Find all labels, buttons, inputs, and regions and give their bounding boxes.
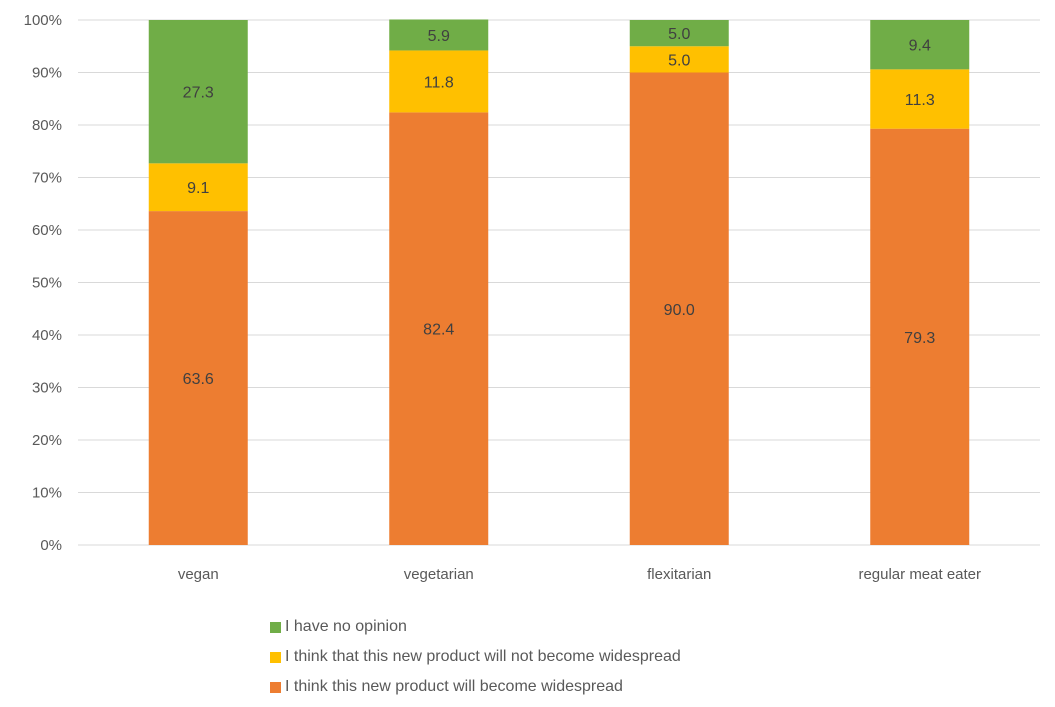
legend-swatch xyxy=(270,651,281,663)
y-tick-label: 0% xyxy=(40,537,62,554)
bar-segment xyxy=(870,128,970,546)
y-tick-label: 70% xyxy=(32,170,62,187)
bar-segment xyxy=(148,163,248,212)
data-label: 5.0 xyxy=(668,26,690,43)
x-axis-tick-labels: vegan vegetarian flexitarian regular meat e… xyxy=(178,566,981,583)
bar-segment xyxy=(389,112,489,546)
legend-item: I think this new product will become wid… xyxy=(270,672,681,702)
data-label: 5.0 xyxy=(668,52,690,69)
bars: 63.6 9.1 27.3 82.4 11.8 5.9 90.0 5.0 5.0 79.3 11.3… xyxy=(148,19,970,546)
bar-segment xyxy=(389,19,489,51)
data-label: 27.3 xyxy=(183,85,214,102)
data-label: 82.4 xyxy=(423,322,454,339)
data-label: 90.0 xyxy=(664,302,695,319)
y-axis-tick-labels: 0% 10% 20% 30% 40% 50% 60% 70% 80% 90% 100% xyxy=(24,12,62,554)
data-label: 11.3 xyxy=(905,92,935,109)
x-tick-label: vegan xyxy=(178,566,219,583)
y-tick-label: 60% xyxy=(32,222,62,239)
bar-segment xyxy=(148,211,248,545)
stacked-bar-chart: 0% 10% 20% 30% 40% 50% 60% 70% 80% 90% 100% 63.6 9.… xyxy=(24,12,1040,583)
data-label: 79.3 xyxy=(904,330,935,347)
data-label: 11.8 xyxy=(424,74,454,91)
y-tick-label: 80% xyxy=(32,117,62,134)
y-tick-label: 50% xyxy=(32,275,62,292)
bar-segment xyxy=(629,46,729,73)
y-tick-label: 10% xyxy=(32,485,62,502)
bar-segment xyxy=(148,20,248,164)
data-label: 9.4 xyxy=(909,38,931,55)
legend-swatch xyxy=(270,621,281,633)
y-tick-label: 90% xyxy=(32,65,62,82)
bar-segment xyxy=(870,69,970,129)
x-tick-label: regular meat eater xyxy=(858,566,981,583)
y-tick-label: 30% xyxy=(32,380,62,397)
legend: I have no opinion I think that this new p… xyxy=(270,612,681,702)
legend-label: I think that this new product will not b… xyxy=(285,648,681,665)
legend-label: I think this new product will become wid… xyxy=(285,678,623,695)
bar-segment xyxy=(389,50,489,113)
legend-swatch xyxy=(270,681,281,693)
data-label: 9.1 xyxy=(187,180,209,197)
x-tick-label: vegetarian xyxy=(404,566,474,583)
bar-segment xyxy=(629,72,729,545)
y-tick-label: 20% xyxy=(32,432,62,449)
data-label: 5.9 xyxy=(428,28,450,45)
legend-label: I have no opinion xyxy=(285,618,407,635)
data-label: 63.6 xyxy=(183,371,214,388)
x-tick-label: flexitarian xyxy=(647,566,711,583)
bar-segment xyxy=(870,20,970,70)
legend-item: I have no opinion xyxy=(270,612,681,642)
y-tick-label: 40% xyxy=(32,327,62,344)
y-tick-label: 100% xyxy=(24,12,62,29)
legend-item: I think that this new product will not b… xyxy=(270,642,681,672)
bar-segment xyxy=(629,20,729,47)
